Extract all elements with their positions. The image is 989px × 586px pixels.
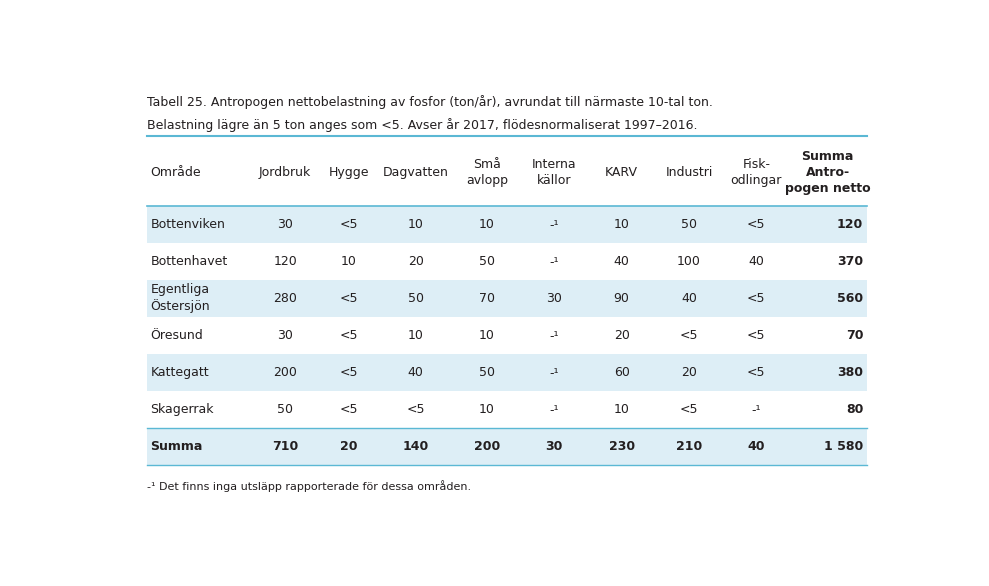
Text: <5: <5 (747, 292, 765, 305)
Text: 30: 30 (277, 217, 293, 231)
Text: Små
avlopp: Små avlopp (466, 158, 508, 188)
Text: 40: 40 (681, 292, 697, 305)
Text: 30: 30 (277, 329, 293, 342)
Bar (146, 354, 867, 391)
Text: 70: 70 (479, 292, 495, 305)
Text: <5: <5 (747, 366, 765, 379)
Text: Bottenviken: Bottenviken (150, 217, 225, 231)
Text: -¹: -¹ (550, 255, 559, 268)
Text: 20: 20 (681, 366, 697, 379)
Text: -¹: -¹ (550, 217, 559, 231)
Text: 40: 40 (748, 440, 765, 453)
Bar (146, 280, 867, 316)
Text: 90: 90 (614, 292, 630, 305)
Text: Fisk-
odlingar: Fisk- odlingar (731, 158, 782, 188)
Text: 50: 50 (277, 403, 293, 415)
Text: Öresund: Öresund (150, 329, 203, 342)
Text: 370: 370 (837, 255, 863, 268)
Text: -¹: -¹ (550, 403, 559, 415)
Text: <5: <5 (747, 329, 765, 342)
Text: 10: 10 (407, 329, 423, 342)
Text: 200: 200 (273, 366, 297, 379)
Text: <5: <5 (339, 217, 358, 231)
Text: 50: 50 (681, 217, 697, 231)
Text: 20: 20 (407, 255, 423, 268)
Text: 120: 120 (273, 255, 297, 268)
Text: 10: 10 (340, 255, 356, 268)
Text: 20: 20 (614, 329, 630, 342)
Text: <5: <5 (339, 329, 358, 342)
Text: Dagvatten: Dagvatten (383, 166, 449, 179)
Text: 40: 40 (407, 366, 423, 379)
Text: Område: Område (150, 166, 201, 179)
Text: -¹ Det finns inga utsläpp rapporterade för dessa områden.: -¹ Det finns inga utsläpp rapporterade f… (146, 481, 471, 492)
Text: 200: 200 (474, 440, 500, 453)
Bar (146, 428, 867, 465)
Text: Tabell 25. Antropogen nettobelastning av fosfor (ton/år), avrundat till närmaste: Tabell 25. Antropogen nettobelastning av… (146, 95, 712, 109)
Text: 280: 280 (273, 292, 297, 305)
Text: 230: 230 (608, 440, 635, 453)
Text: 560: 560 (837, 292, 863, 305)
Text: 10: 10 (614, 217, 630, 231)
Text: 60: 60 (614, 366, 630, 379)
Text: 50: 50 (479, 255, 495, 268)
Text: -¹: -¹ (752, 403, 761, 415)
Text: 1 580: 1 580 (824, 440, 863, 453)
Text: Summa
Antro-
pogen netto: Summa Antro- pogen netto (784, 151, 870, 196)
Text: <5: <5 (679, 329, 698, 342)
Text: 50: 50 (407, 292, 424, 305)
Text: 210: 210 (675, 440, 702, 453)
Text: Skagerrak: Skagerrak (150, 403, 214, 415)
Text: Hygge: Hygge (328, 166, 369, 179)
Text: 80: 80 (846, 403, 863, 415)
Text: <5: <5 (339, 366, 358, 379)
Text: Industri: Industri (666, 166, 713, 179)
Text: 10: 10 (479, 217, 495, 231)
Text: 40: 40 (614, 255, 630, 268)
Bar (146, 206, 867, 243)
Text: 10: 10 (479, 403, 495, 415)
Text: 70: 70 (846, 329, 863, 342)
Text: 20: 20 (340, 440, 357, 453)
Text: 710: 710 (272, 440, 299, 453)
Text: <5: <5 (339, 403, 358, 415)
Text: 100: 100 (677, 255, 701, 268)
Text: Summa: Summa (150, 440, 203, 453)
Text: Interna
källor: Interna källor (532, 158, 577, 188)
Text: 10: 10 (479, 329, 495, 342)
Text: Bottenhavet: Bottenhavet (150, 255, 227, 268)
Text: 50: 50 (479, 366, 495, 379)
Text: -¹: -¹ (550, 329, 559, 342)
Text: 10: 10 (407, 217, 423, 231)
Text: 30: 30 (547, 292, 563, 305)
Text: <5: <5 (406, 403, 425, 415)
Text: <5: <5 (747, 217, 765, 231)
Text: 30: 30 (546, 440, 563, 453)
Text: KARV: KARV (605, 166, 638, 179)
Text: Belastning lägre än 5 ton anges som <5. Avser år 2017, flödesnormaliserat 1997–2: Belastning lägre än 5 ton anges som <5. … (146, 118, 697, 132)
Text: 380: 380 (838, 366, 863, 379)
Text: Jordbruk: Jordbruk (259, 166, 312, 179)
Text: 140: 140 (403, 440, 429, 453)
Text: Egentliga
Östersjön: Egentliga Östersjön (150, 283, 210, 314)
Text: -¹: -¹ (550, 366, 559, 379)
Text: 40: 40 (749, 255, 764, 268)
Text: Kattegatt: Kattegatt (150, 366, 209, 379)
Text: <5: <5 (339, 292, 358, 305)
Text: 10: 10 (614, 403, 630, 415)
Text: 120: 120 (837, 217, 863, 231)
Text: <5: <5 (679, 403, 698, 415)
